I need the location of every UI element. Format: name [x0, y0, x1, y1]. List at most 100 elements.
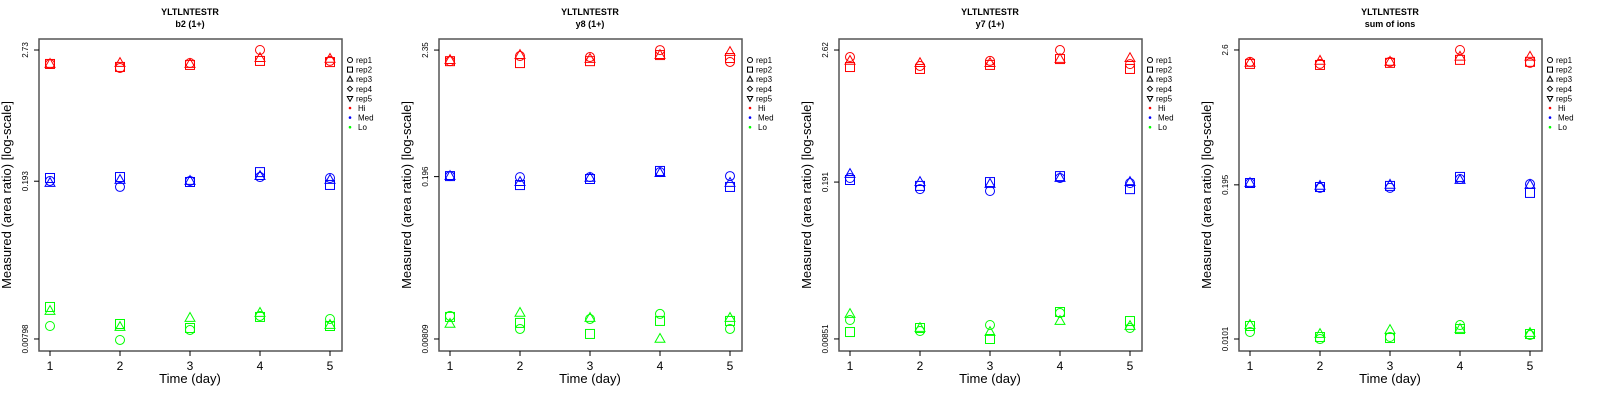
- data-point-lo-rep3: [984, 325, 996, 336]
- x-axis-label: Time (day): [1359, 371, 1421, 386]
- chart-subtitle: sum of ions: [1365, 19, 1416, 29]
- data-point-lo-rep1: [1125, 323, 1135, 334]
- x-axis-label: Time (day): [559, 371, 621, 386]
- data-point-lo-rep1: [655, 308, 665, 319]
- data-point-med-rep2: [725, 181, 735, 192]
- legend-label: Hi: [758, 104, 766, 113]
- data-point-hi-rep3: [1524, 50, 1536, 61]
- data-point-hi-rep1: [185, 58, 195, 69]
- data-point-hi-rep1: [845, 52, 855, 63]
- legend-med-dot-icon: [748, 116, 752, 119]
- chart-panel: YLTLNTESTR y7 (1+) 1 2 3 4 5 2.62 0.191 0.00851 Ti…: [799, 7, 1174, 386]
- legend-label: rep5: [756, 94, 773, 103]
- data-point-hi-rep3: [1244, 56, 1256, 67]
- x-tick-label: 1: [47, 359, 54, 373]
- data-point-lo-rep1: [985, 320, 995, 331]
- data-point-hi-rep3: [1054, 52, 1066, 63]
- data-point-hi-rep2: [185, 59, 195, 70]
- data-point-hi-rep3: [844, 54, 856, 65]
- legend-label: Med: [358, 114, 374, 123]
- data-point-med-rep1: [325, 172, 335, 183]
- data-point-med-rep3: [654, 166, 666, 177]
- legend-lo-dot-icon: [1548, 125, 1552, 129]
- data-point-med-rep3: [444, 169, 456, 180]
- data-point-hi-rep2: [1125, 63, 1135, 74]
- legend-circle-icon: [1547, 57, 1553, 63]
- data-point-hi-rep1: [1455, 44, 1465, 55]
- data-point-med-rep3: [44, 176, 56, 187]
- data-point-hi-rep2: [725, 53, 735, 64]
- data-point-lo-rep2: [655, 315, 665, 326]
- data-point-med-rep2: [655, 165, 665, 176]
- data-point-hi-rep3: [1384, 55, 1396, 66]
- data-point-hi-rep2: [915, 63, 925, 74]
- x-tick-label: 4: [1457, 359, 1464, 373]
- data-point-lo-rep1: [325, 313, 335, 324]
- legend-triangle-icon: [746, 75, 754, 82]
- data-point-hi-rep2: [1245, 58, 1255, 69]
- legend-label: rep3: [1556, 75, 1573, 84]
- x-tick-label: 4: [1057, 359, 1064, 373]
- data-point-lo-rep3: [514, 306, 526, 317]
- data-point-hi-rep1: [1245, 56, 1255, 67]
- data-point-lo-rep1: [185, 324, 195, 335]
- data-point-hi-rep2: [515, 58, 525, 69]
- legend-label: rep2: [356, 66, 373, 75]
- data-point-hi-rep3: [324, 52, 336, 63]
- data-point-lo-rep2: [325, 321, 335, 332]
- y-tick-label: 2.35: [421, 42, 430, 58]
- data-point-lo-rep3: [724, 311, 736, 322]
- x-axis-label: Time (day): [959, 371, 1021, 386]
- y-axis-label: Measured (area ratio) [log-scale]: [0, 101, 14, 289]
- legend-label: rep4: [756, 85, 773, 94]
- plot-frame: [438, 38, 743, 352]
- data-point-hi-rep3: [654, 48, 666, 59]
- x-tick-label: 3: [187, 359, 194, 373]
- legend-label: Hi: [1558, 104, 1566, 113]
- data-point-lo-rep3: [44, 304, 56, 315]
- x-tick-label: 2: [517, 359, 524, 373]
- legend-med-dot-icon: [1548, 116, 1552, 119]
- x-tick-label: 3: [587, 359, 594, 373]
- data-point-lo-rep3: [1314, 327, 1326, 338]
- data-point-med-rep1: [1125, 178, 1135, 189]
- data-point-lo-rep1: [725, 323, 735, 334]
- data-point-hi-rep2: [1525, 56, 1535, 67]
- legend-label: rep2: [1156, 66, 1173, 75]
- data-point-lo-rep3: [1124, 319, 1136, 330]
- legend-label: rep1: [1556, 56, 1573, 65]
- x-tick-label: 5: [1127, 359, 1134, 373]
- chart-title: YLTLNTESTR: [161, 7, 219, 17]
- legend-med-dot-icon: [1148, 116, 1152, 119]
- data-point-lo-rep1: [845, 314, 855, 325]
- data-point-hi-rep3: [1454, 50, 1466, 61]
- legend-label: rep5: [356, 94, 373, 103]
- data-point-lo-rep3: [324, 318, 336, 329]
- data-point-med-rep2: [115, 172, 125, 183]
- legend-diamond-icon: [1546, 85, 1554, 93]
- x-tick-label: 4: [657, 359, 664, 373]
- y-tick-label: 2.73: [21, 42, 30, 58]
- data-point-med-rep3: [1314, 179, 1326, 190]
- data-point-hi-rep2: [115, 61, 125, 72]
- legend-label: rep1: [1156, 56, 1173, 65]
- legend-circle-icon: [747, 57, 753, 63]
- legend-square-icon: [347, 66, 353, 73]
- data-point-med-rep3: [1244, 176, 1256, 187]
- legend-triangle-icon: [346, 75, 354, 82]
- data-point-lo-rep3: [444, 317, 456, 328]
- data-point-hi-rep3: [1124, 51, 1136, 63]
- data-point-lo-rep2: [115, 318, 125, 329]
- data-point-med-rep2: [1455, 171, 1465, 182]
- legend-hi-dot-icon: [1548, 106, 1552, 110]
- chart-subtitle: y8 (1+): [576, 19, 605, 29]
- data-point-lo-rep1: [1245, 327, 1255, 338]
- data-point-med-rep2: [255, 167, 265, 178]
- chart-title: YLTLNTESTR: [561, 7, 619, 17]
- legend-label: Hi: [1158, 104, 1166, 113]
- data-point-med-rep3: [514, 175, 526, 186]
- legend-lo-dot-icon: [748, 125, 752, 129]
- data-point-hi-rep3: [254, 51, 266, 62]
- data-point-med-rep2: [845, 174, 855, 185]
